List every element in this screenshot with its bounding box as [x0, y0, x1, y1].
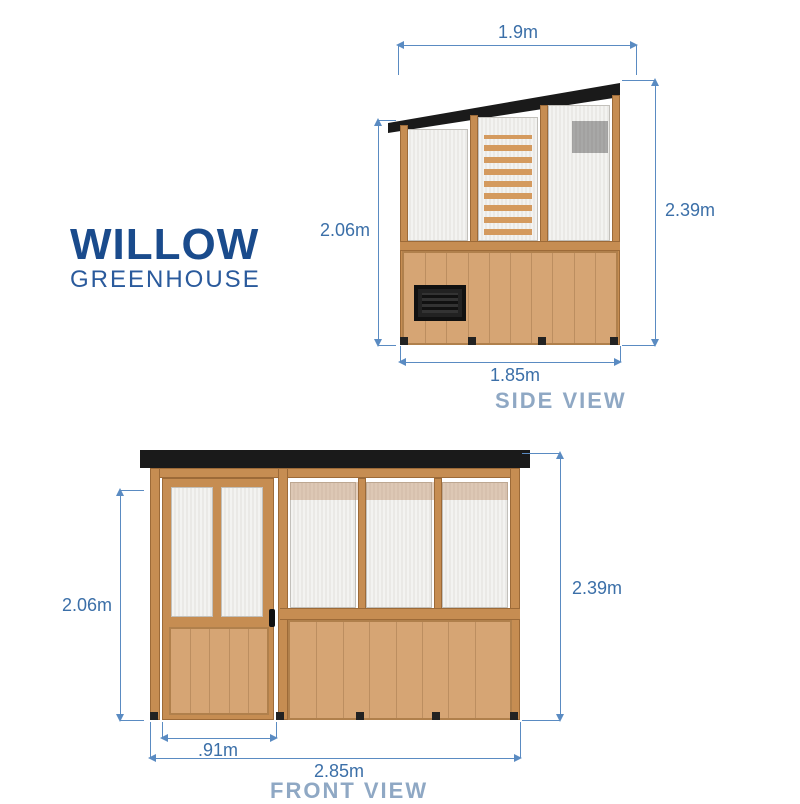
dim-tick — [622, 345, 655, 346]
side-glass-1 — [406, 129, 468, 241]
front-roof — [140, 450, 530, 468]
dim-tick — [520, 722, 521, 758]
dim-front-hl: 2.06m — [62, 595, 112, 616]
door-frame — [162, 478, 274, 720]
dim-height-left: 2.06m — [320, 220, 370, 241]
dim-tick — [636, 45, 637, 75]
front-view — [150, 450, 520, 720]
front-post — [150, 468, 160, 720]
bracket — [150, 712, 158, 720]
dim-tick — [162, 722, 163, 738]
title-main: WILLOW — [70, 220, 261, 270]
door-lower — [169, 627, 269, 715]
front-lower — [288, 620, 512, 720]
front-post — [278, 468, 288, 720]
dim-line — [398, 45, 636, 46]
bracket — [610, 337, 618, 345]
side-midband — [400, 241, 620, 251]
bracket — [276, 712, 284, 720]
bracket — [468, 337, 476, 345]
dim-base-width: 1.85m — [490, 365, 540, 386]
front-glass-3 — [442, 482, 508, 608]
dim-roof-width: 1.9m — [498, 22, 538, 43]
dim-height-right: 2.39m — [665, 200, 715, 221]
dim-tick — [150, 722, 151, 758]
front-midband — [280, 608, 520, 620]
bracket — [510, 712, 518, 720]
bracket — [432, 712, 440, 720]
door-handle — [269, 609, 275, 627]
lower-vent — [414, 285, 466, 321]
product-title: WILLOW GREENHOUSE — [70, 220, 261, 294]
bracket — [538, 337, 546, 345]
door-glass-r — [221, 487, 263, 617]
dim-tick — [620, 346, 621, 362]
dim-tick — [522, 453, 560, 454]
dim-line — [120, 490, 121, 720]
title-sub: GREENHOUSE — [70, 266, 261, 294]
dim-tick — [398, 45, 399, 75]
front-view-label: FRONT VIEW — [270, 778, 428, 804]
bracket — [356, 712, 364, 720]
dim-line — [560, 453, 561, 720]
vent-upper — [572, 121, 608, 153]
side-view-label: SIDE VIEW — [495, 388, 627, 414]
dim-line — [378, 120, 379, 345]
dim-tick — [622, 80, 655, 81]
dim-front-hr: 2.39m — [572, 578, 622, 599]
side-view — [400, 95, 620, 345]
dim-tick — [120, 490, 144, 491]
dim-line — [400, 362, 620, 363]
front-topband — [150, 468, 520, 478]
dim-tick — [522, 720, 560, 721]
front-glass-1 — [290, 482, 356, 608]
dim-tick — [378, 120, 396, 121]
dim-line — [655, 80, 656, 345]
dim-tick — [276, 722, 277, 738]
transom — [290, 482, 508, 500]
back-slats — [484, 135, 532, 235]
front-glass-2 — [366, 482, 432, 608]
dim-door-width: .91m — [198, 740, 238, 761]
dim-tick — [378, 345, 396, 346]
dim-tick — [400, 346, 401, 362]
dim-tick — [120, 720, 144, 721]
bracket — [400, 337, 408, 345]
dim-line — [162, 738, 276, 739]
door-glass-l — [171, 487, 213, 617]
